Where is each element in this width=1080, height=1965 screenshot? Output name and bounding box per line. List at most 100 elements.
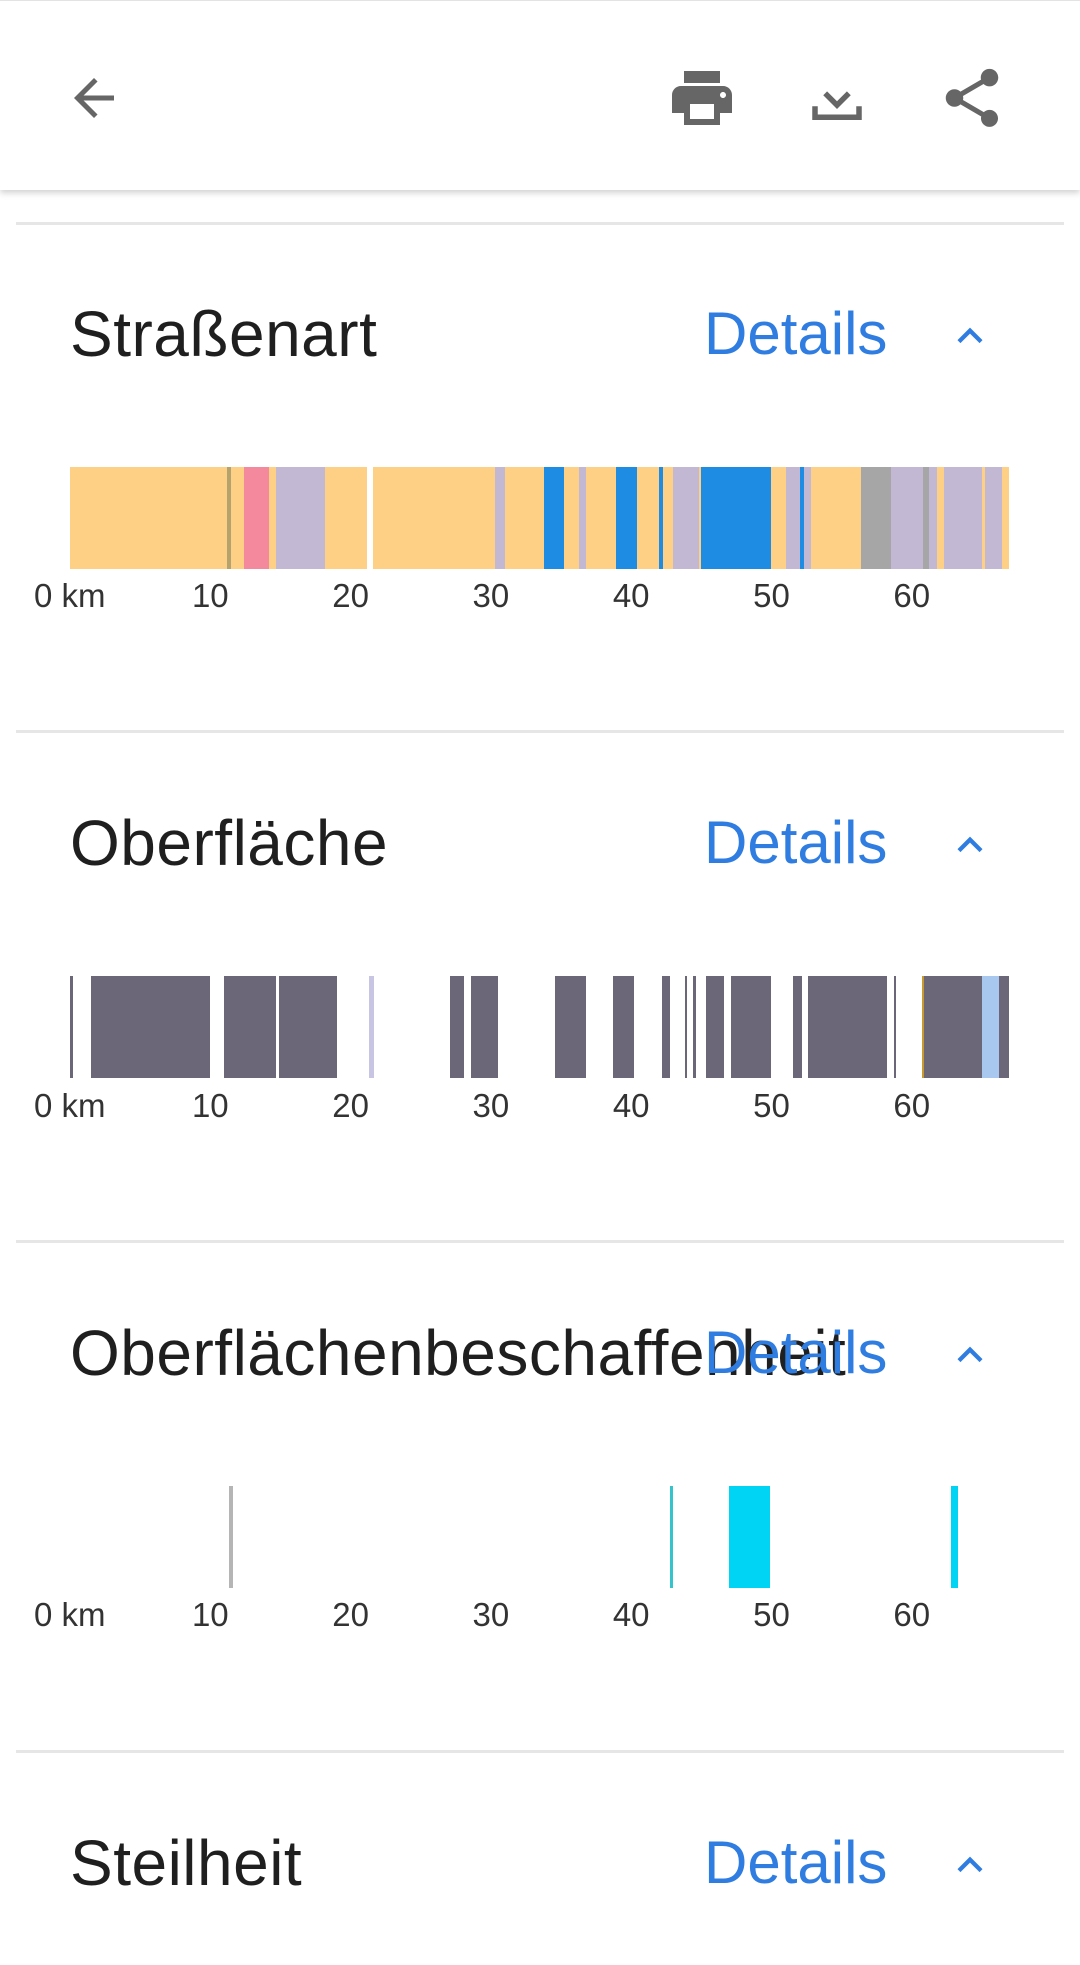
divider [16,222,1064,225]
printer-icon [672,71,732,125]
axis-tick-label: 50 [753,1087,790,1124]
distance-axis: 0 km 10 20 30 40 50 60 [0,1087,1080,1127]
axis-tick-label: 10 [191,1596,229,1633]
bar-segment [799,467,804,569]
axis-tick-label: 40 [612,1087,650,1124]
chevron-up-icon[interactable] [945,820,995,870]
bar-segment [227,467,232,569]
bar-segment [325,467,368,569]
bar-segment [692,976,696,1078]
bar-segment [807,976,887,1078]
bar-segment [998,976,1009,1078]
axis-tick-label: 50 [753,1596,790,1633]
bar-segment [636,467,660,569]
bar-segment [893,976,897,1078]
bar-segment [276,467,326,569]
bar-segment [701,467,772,569]
bar-segment [373,467,496,569]
axis-tick-label: 20 [332,577,369,614]
details-button[interactable]: Details [704,1829,888,1896]
bar-segment [662,976,671,1078]
share-icon [945,68,999,127]
bar-segment [684,976,688,1078]
bar-segment [944,467,982,569]
axis-tick-label: 60 [893,577,931,614]
print-button[interactable] [665,61,739,135]
bar-segment [228,1486,233,1588]
bar-segment [70,976,73,1078]
axis-tick-label: 30 [472,577,510,614]
bar-segment [231,467,244,569]
bar-segment [495,467,505,569]
details-button[interactable]: Details [704,809,888,876]
bar-segment [730,976,772,1078]
bar-segment [450,976,465,1078]
bar-segment [504,467,545,569]
axis-tick-label: 20 [332,1087,369,1124]
bar-segment [563,467,580,569]
axis-tick-label: 60 [893,1087,931,1124]
distance-axis: 0 km 10 20 30 40 50 60 [0,577,1080,617]
bar-segment [792,976,803,1078]
axis-tick-label: 50 [753,577,790,614]
arrow-left-icon [74,78,114,118]
axis-tick-label: 10 [191,577,229,614]
divider [16,1240,1064,1243]
divider [16,730,1064,733]
bar-segment [544,467,564,569]
axis-tick-label: 40 [612,1596,650,1633]
section-title: Oberfläche [70,807,389,879]
share-button[interactable] [935,61,1009,135]
bar-segment [803,467,811,569]
details-button[interactable]: Details [704,300,888,367]
chevron-up-icon[interactable] [945,1840,995,1890]
axis-tick-label: 40 [612,577,650,614]
bar-segment [555,976,587,1078]
bar-segment [937,467,945,569]
download-button[interactable] [800,61,874,135]
bar-segment [705,976,724,1078]
bar-segment [243,467,270,569]
bar-segment [984,467,1002,569]
bar-segment [729,1486,771,1588]
bar-segment [785,467,800,569]
bar-segment [663,467,674,569]
bar-segment [269,467,277,569]
bar-segment [981,467,985,569]
divider [16,1750,1064,1753]
section-title: Oberflächenbeschaffenheit [70,1317,847,1389]
bar-segment [586,467,616,569]
bar-segment [981,976,999,1078]
back-button[interactable] [57,61,131,135]
bar-segment [579,467,587,569]
bar-segment [928,467,938,569]
axis-tick-label: 20 [332,1596,369,1633]
road-type-bar [70,467,1010,569]
chevron-up-icon[interactable] [945,311,995,361]
bar-segment [924,976,982,1078]
axis-tick-label: 30 [472,1596,510,1633]
bar-segment [670,1486,674,1588]
section-title: Steilheit [70,1827,303,1899]
download-icon [812,73,862,120]
bar-segment [91,976,211,1078]
bar-segment [224,976,277,1078]
bar-segment [771,467,786,569]
bar-segment [923,467,929,569]
axis-tick-label: 10 [191,1087,229,1124]
bar-segment [890,467,923,569]
bar-segment [698,467,702,569]
bar-segment [615,467,637,569]
axis-tick-label: 30 [472,1087,510,1124]
axis-tick-label: 0 km [34,1596,106,1633]
section-title: Straßenart [70,298,378,370]
surface-condition-bar [70,1486,1010,1588]
bar-segment [368,976,375,1078]
axis-tick-label: 60 [893,1596,931,1633]
axis-tick-label: 0 km [34,577,106,614]
chevron-up-icon[interactable] [945,1330,995,1380]
details-button[interactable]: Details [704,1319,888,1386]
bar-segment [70,467,228,569]
bar-segment [861,467,891,569]
distance-axis: 0 km 10 20 30 40 50 60 [0,1596,1080,1636]
